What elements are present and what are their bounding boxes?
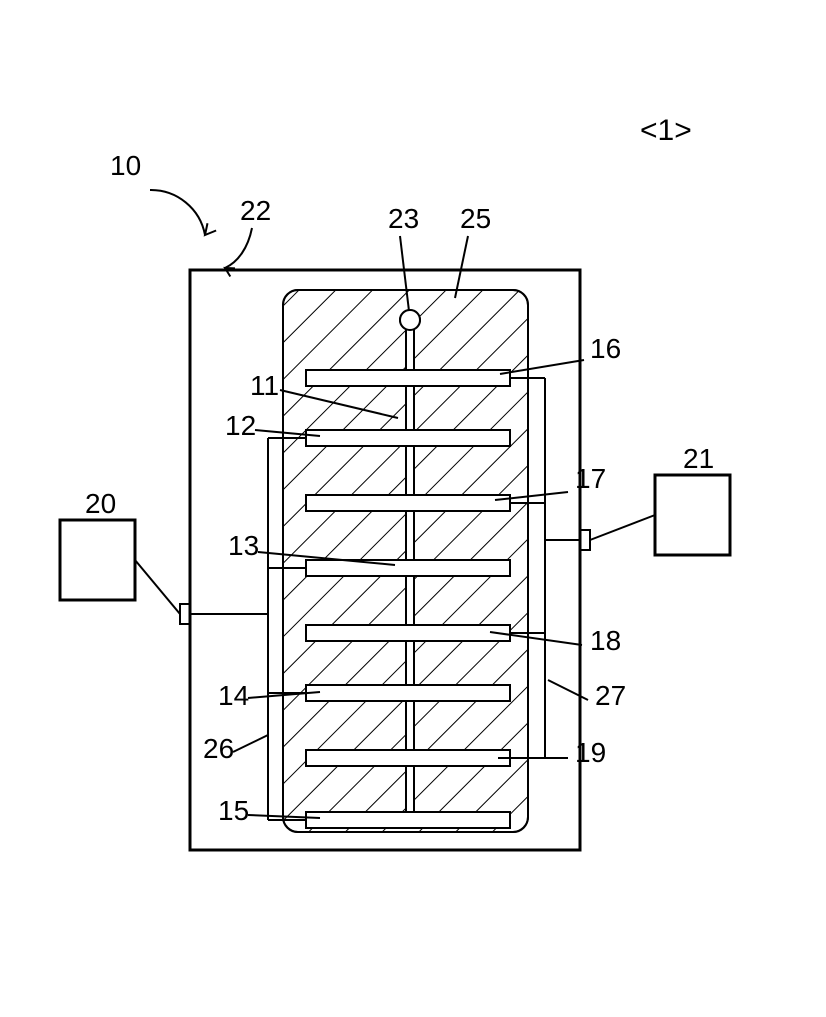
plate — [306, 370, 510, 386]
leader-25 — [455, 236, 468, 298]
leader-22 — [225, 228, 252, 268]
label-19: 19 — [575, 737, 606, 768]
plate — [306, 430, 510, 446]
label-18: 18 — [590, 625, 621, 656]
label-16: 16 — [590, 333, 621, 364]
label-25: 25 — [460, 203, 491, 234]
label-11: 11 — [250, 370, 279, 401]
plate — [306, 560, 510, 576]
label-10: 10 — [110, 150, 141, 181]
label-27: 27 — [595, 680, 626, 711]
leader-27 — [548, 680, 588, 700]
label-17: 17 — [575, 463, 606, 494]
leader-26 — [233, 735, 268, 752]
plate — [306, 495, 510, 511]
plate — [306, 750, 510, 766]
label-12: 12 — [225, 410, 256, 441]
label-14: 14 — [218, 680, 249, 711]
arrow-10 — [150, 190, 205, 235]
label-21: 21 — [683, 443, 714, 474]
label-13: 13 — [228, 530, 259, 561]
box-20 — [60, 520, 135, 600]
label-22: 22 — [240, 195, 271, 226]
plate — [306, 685, 510, 701]
label-15: 15 — [218, 795, 249, 826]
label-20: 20 — [85, 488, 116, 519]
figure-number: <1> — [640, 114, 692, 147]
plate — [306, 625, 510, 641]
box-21 — [655, 475, 730, 555]
label-26: 26 — [203, 733, 234, 764]
label-23: 23 — [388, 203, 419, 234]
plate — [306, 812, 510, 828]
